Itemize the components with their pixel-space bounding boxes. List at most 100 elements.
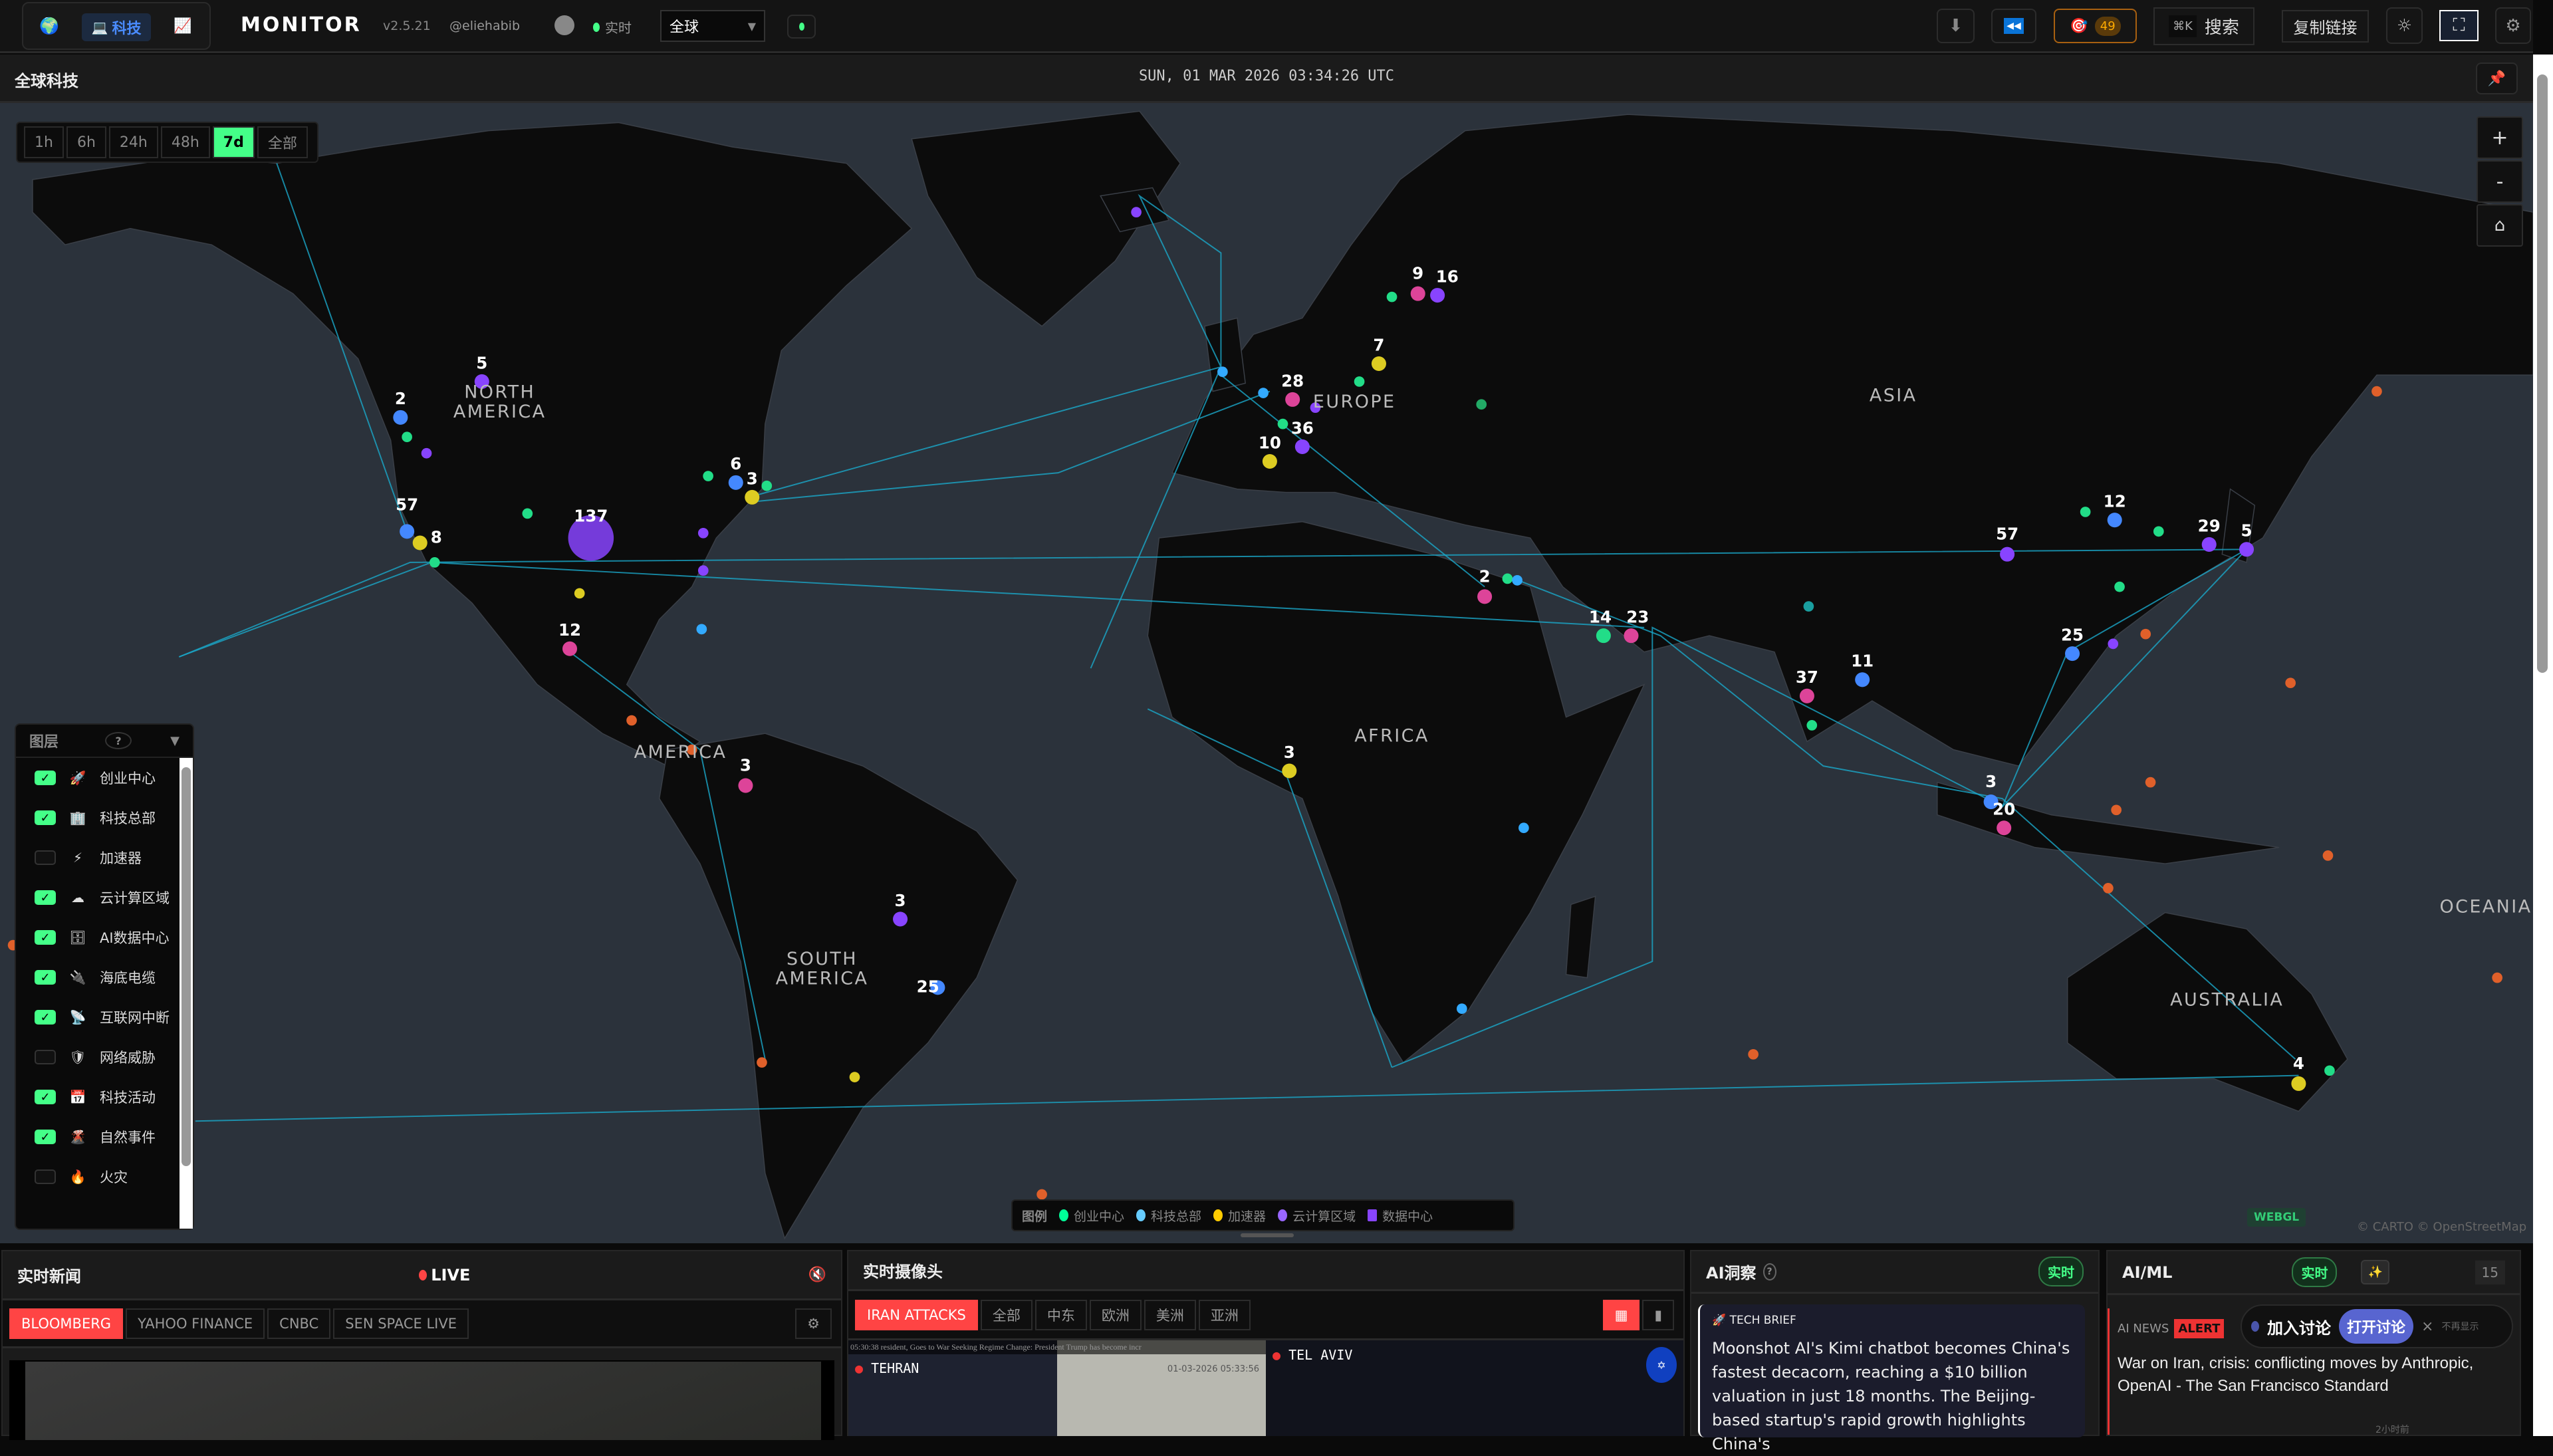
event-marker[interactable] [2080,507,2091,517]
submarine-cable[interactable] [179,561,432,658]
event-marker[interactable] [757,1057,767,1068]
layers-scrollbar[interactable] [180,758,193,1229]
news-headline[interactable]: War on Iran, crisis: conflicting moves b… [2118,1354,2474,1395]
cluster-marker[interactable] [728,475,743,490]
cluster-marker[interactable] [2065,646,2080,662]
cluster-marker[interactable] [1624,628,1639,644]
event-marker[interactable] [2153,526,2164,537]
region-select[interactable]: 全球 ▼ [660,10,765,42]
time-filter-24h[interactable]: 24h [108,126,158,158]
tab-bloomberg[interactable]: BLOOMBERG [9,1308,124,1339]
event-marker[interactable] [574,588,585,599]
single-view-button[interactable]: ▮ [1642,1299,1674,1330]
event-marker[interactable] [761,480,773,491]
event-marker[interactable] [849,1072,860,1082]
submarine-cable[interactable] [569,651,766,1060]
cluster-marker[interactable] [1371,356,1386,372]
event-marker[interactable] [429,557,440,568]
checkbox[interactable]: ✓ [35,1130,56,1144]
event-marker[interactable] [686,744,697,755]
layer-toggle[interactable]: ✓ 🌋 自然事件 [16,1117,193,1157]
submarine-cable[interactable] [195,1074,2299,1122]
cluster-marker[interactable] [1477,589,1493,604]
layer-toggle[interactable]: ✓ 🚀 创业中心 [16,758,193,798]
event-marker[interactable] [2324,1065,2335,1076]
tab-欧洲[interactable]: 欧洲 [1089,1299,1142,1330]
tab-iran-attacks[interactable]: IRAN ATTACKS [855,1299,978,1330]
event-marker[interactable] [1502,573,1513,584]
chart-icon[interactable]: 📈 [174,18,192,35]
time-filter-6h[interactable]: 6h [66,126,106,158]
time-filter-全部[interactable]: 全部 [257,126,308,158]
event-marker[interactable] [1354,376,1365,387]
event-marker[interactable] [402,431,412,443]
event-marker[interactable] [2108,638,2119,650]
cluster-marker[interactable] [1294,439,1310,454]
event-marker[interactable] [1476,399,1487,410]
checkbox[interactable]: ✓ [35,810,56,825]
cluster-marker[interactable] [1596,628,1611,644]
cluster-marker[interactable] [893,911,908,927]
event-marker[interactable] [703,471,713,481]
cluster-marker[interactable] [930,980,945,995]
github-icon[interactable] [554,15,574,35]
cluster-marker[interactable] [2201,537,2217,552]
cluster-marker[interactable] [1282,763,1297,779]
checkbox[interactable] [35,1169,56,1184]
event-marker[interactable] [2111,804,2122,816]
event-marker[interactable] [2371,386,2382,397]
time-filter-48h[interactable]: 48h [160,126,210,158]
submarine-cable[interactable] [276,163,408,532]
cluster-marker[interactable] [1997,820,2012,836]
submarine-cable[interactable] [749,193,1222,498]
cluster-marker[interactable] [1983,794,1999,810]
cluster-marker[interactable] [1410,286,1425,301]
submarine-cable[interactable] [1090,366,1222,669]
checkbox[interactable]: ✓ [35,890,56,905]
event-marker[interactable] [697,527,709,539]
video-player[interactable] [9,1360,834,1440]
time-filter-7d[interactable]: 7d [212,126,255,158]
layer-toggle[interactable]: ⚡ 加速器 [16,838,193,878]
cluster-marker[interactable] [568,515,614,561]
layer-toggle[interactable]: 🔥 火灾 [16,1157,193,1197]
submarine-cable[interactable] [1392,548,2247,1068]
cluster-marker[interactable] [1855,672,1870,687]
event-marker[interactable] [1803,601,1814,612]
home-button[interactable]: ⌂ [2477,204,2523,247]
submarine-cable[interactable] [1220,374,1485,588]
mute-icon[interactable]: 🔇 [808,1267,826,1283]
help-icon[interactable]: ? [1763,1263,1776,1280]
event-marker[interactable] [2114,581,2125,592]
download-button[interactable]: ⬇ [1937,9,1975,43]
tab-cnbc[interactable]: CNBC [267,1308,331,1339]
cluster-marker[interactable] [2000,546,2015,562]
cluster-marker[interactable] [393,410,408,425]
close-popup-button[interactable]: × [2421,1318,2434,1335]
theme-toggle[interactable]: ☼ [2386,7,2423,44]
camera-feed-tel-aviv[interactable]: ● TEL AVIV ✡ [1266,1340,1683,1436]
camera-feed-tehran[interactable]: 05:30:38 resident, Goes to War Seeking R… [848,1340,1266,1436]
event-marker[interactable] [2103,883,2114,894]
pin-button[interactable]: 📌 [2476,62,2518,94]
event-marker[interactable] [1519,822,1529,834]
channel-settings-button[interactable]: ⚙ [795,1308,832,1339]
event-marker[interactable] [421,447,432,459]
zoom-out-button[interactable]: - [2477,160,2523,203]
layer-toggle[interactable]: ✓ 🔌 海底电缆 [16,957,193,997]
alerts-button[interactable]: 🎯 49 [2054,9,2137,43]
resize-handle[interactable] [1241,1233,1294,1237]
cluster-marker[interactable] [738,778,753,793]
event-marker[interactable] [1131,207,1142,217]
layer-toggle[interactable]: 🛡 网络威胁 [16,1037,193,1077]
checkbox[interactable]: ✓ [35,1090,56,1104]
tab-yahoo-finance[interactable]: YAHOO FINANCE [126,1308,265,1339]
tab-美洲[interactable]: 美洲 [1144,1299,1196,1330]
time-filter-1h[interactable]: 1h [24,126,64,158]
playback-button[interactable]: ◀◀ [1991,9,2036,43]
variant-tech[interactable]: 💻 科技 [82,13,151,41]
dont-show-again-link[interactable]: 不再显示 [2441,1322,2479,1332]
event-marker[interactable] [1806,720,1818,731]
grid-view-button[interactable]: ▦ [1602,1299,1640,1330]
tab-亚洲[interactable]: 亚洲 [1198,1299,1251,1330]
